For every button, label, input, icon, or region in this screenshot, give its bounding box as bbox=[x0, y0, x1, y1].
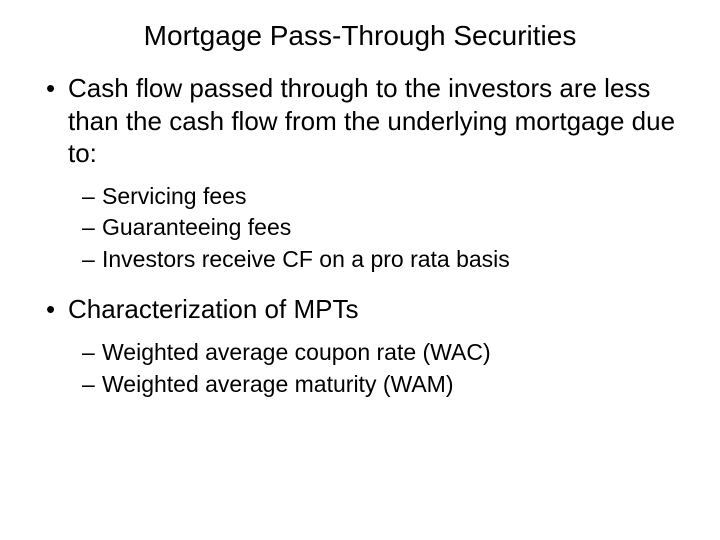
bullet-group-2: Characterization of MPTs Weighted averag… bbox=[40, 293, 680, 399]
slide-title: Mortgage Pass-Through Securities bbox=[30, 20, 690, 52]
bullet-l1-cashflow: Cash flow passed through to the investor… bbox=[40, 72, 680, 170]
bullet-l2-wac: Weighted average coupon rate (WAC) bbox=[40, 338, 680, 368]
bullet-group-1: Cash flow passed through to the investor… bbox=[40, 72, 680, 275]
bullets-l2-prorata: Investors receive CF on a pro rata basis bbox=[40, 245, 680, 275]
bullet-l2-wam: Weighted average maturity (WAM) bbox=[40, 370, 680, 400]
bullet-l2-guaranteeing: Guaranteeing fees bbox=[40, 213, 680, 243]
bullet-l1-characterization: Characterization of MPTs bbox=[40, 293, 680, 326]
slide-content: Cash flow passed through to the investor… bbox=[30, 72, 690, 399]
bullet-l2-servicing: Servicing fees bbox=[40, 182, 680, 212]
